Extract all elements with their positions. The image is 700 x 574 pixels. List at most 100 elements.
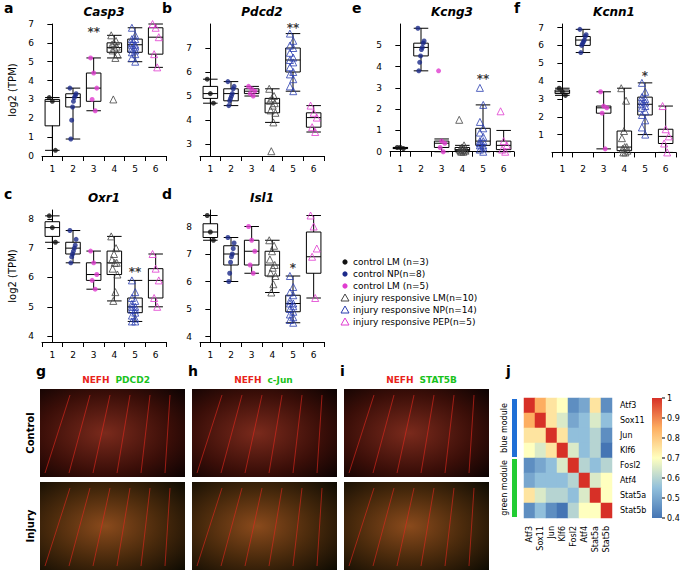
- svg-text:1: 1: [376, 125, 382, 135]
- svg-text:1: 1: [667, 394, 672, 403]
- svg-text:4: 4: [186, 115, 192, 125]
- svg-text:4: 4: [186, 332, 192, 342]
- svg-text:Fosl2: Fosl2: [620, 461, 641, 470]
- svg-text:6: 6: [311, 350, 317, 360]
- svg-text:1: 1: [49, 164, 55, 174]
- svg-text:Stat5b: Stat5b: [620, 506, 646, 515]
- svg-text:control LM (n=5): control LM (n=5): [353, 281, 429, 291]
- svg-text:**: **: [287, 21, 300, 35]
- svg-text:7: 7: [186, 249, 192, 259]
- svg-text:6: 6: [153, 164, 159, 174]
- svg-text:0: 0: [376, 147, 382, 157]
- svg-text:e: e: [352, 0, 362, 16]
- svg-text:7: 7: [186, 43, 192, 53]
- svg-text:2: 2: [538, 112, 544, 122]
- svg-text:6: 6: [186, 67, 192, 77]
- svg-text:g: g: [36, 363, 46, 379]
- svg-text:1: 1: [538, 130, 544, 140]
- svg-text:3: 3: [601, 164, 607, 174]
- svg-text:**: **: [129, 265, 142, 279]
- svg-text:6: 6: [663, 164, 669, 174]
- svg-text:6: 6: [28, 272, 34, 282]
- svg-text:0.4: 0.4: [667, 514, 680, 523]
- svg-text:5: 5: [132, 350, 138, 360]
- svg-text:b: b: [162, 0, 172, 16]
- svg-text:Pdcd2: Pdcd2: [241, 5, 282, 19]
- svg-text:1: 1: [49, 350, 55, 360]
- svg-text:4: 4: [111, 164, 117, 174]
- svg-text:0.9: 0.9: [667, 414, 680, 423]
- svg-text:0.7: 0.7: [667, 454, 680, 463]
- svg-text:Stat5a: Stat5a: [620, 491, 646, 500]
- svg-text:6: 6: [311, 164, 317, 174]
- svg-text:d: d: [162, 186, 172, 202]
- svg-text:6: 6: [153, 350, 159, 360]
- svg-text:NEFH: NEFH: [386, 375, 413, 385]
- svg-text:i: i: [340, 363, 345, 379]
- svg-text:0: 0: [28, 151, 34, 161]
- svg-text:0.5: 0.5: [667, 494, 680, 503]
- svg-text:3: 3: [249, 350, 255, 360]
- svg-text:Oxr1: Oxr1: [88, 191, 120, 205]
- svg-text:5: 5: [642, 164, 648, 174]
- svg-text:2: 2: [228, 350, 234, 360]
- svg-text:Klf6: Klf6: [620, 446, 635, 455]
- svg-text:4: 4: [459, 164, 465, 174]
- svg-text:control LM (n=3): control LM (n=3): [353, 257, 429, 267]
- svg-text:Fosl2: Fosl2: [569, 526, 578, 547]
- svg-text:5: 5: [290, 350, 296, 360]
- svg-text:Jun: Jun: [619, 431, 633, 440]
- svg-text:injury responsive PEP(n=5): injury responsive PEP(n=5): [353, 317, 475, 327]
- svg-text:Stat5a: Stat5a: [591, 526, 600, 552]
- svg-text:4: 4: [269, 350, 275, 360]
- svg-text:f: f: [514, 0, 521, 16]
- svg-text:PDCD2: PDCD2: [116, 375, 150, 385]
- svg-text:5: 5: [376, 40, 382, 50]
- svg-text:Atf4: Atf4: [580, 526, 589, 542]
- svg-text:6: 6: [538, 40, 544, 50]
- svg-text:4: 4: [111, 350, 117, 360]
- svg-text:2: 2: [418, 164, 424, 174]
- svg-text:3: 3: [91, 164, 97, 174]
- svg-text:5: 5: [186, 304, 192, 314]
- svg-text:1: 1: [207, 164, 213, 174]
- svg-text:NEFH: NEFH: [234, 375, 261, 385]
- svg-text:0.8: 0.8: [667, 434, 680, 443]
- svg-text:Atf3: Atf3: [620, 401, 636, 410]
- svg-text:h: h: [188, 363, 198, 379]
- svg-text:*: *: [642, 69, 649, 83]
- svg-text:Atf4: Atf4: [620, 476, 636, 485]
- svg-text:6: 6: [501, 164, 507, 174]
- svg-text:Sox11: Sox11: [620, 416, 645, 425]
- svg-text:green module: green module: [500, 460, 509, 516]
- svg-text:blue module: blue module: [500, 403, 509, 453]
- svg-text:2: 2: [228, 164, 234, 174]
- svg-text:STAT5B: STAT5B: [420, 375, 458, 385]
- svg-text:c: c: [4, 186, 12, 202]
- svg-text:Jun: Jun: [547, 526, 556, 540]
- svg-text:**: **: [87, 25, 100, 39]
- svg-text:4: 4: [538, 76, 544, 86]
- svg-text:6: 6: [186, 277, 192, 287]
- svg-text:8: 8: [28, 214, 34, 224]
- svg-text:3: 3: [91, 350, 97, 360]
- svg-text:2: 2: [70, 350, 76, 360]
- svg-text:3: 3: [376, 83, 382, 93]
- svg-text:5: 5: [28, 57, 34, 67]
- svg-text:5: 5: [480, 164, 486, 174]
- svg-text:Stat5b: Stat5b: [602, 526, 611, 552]
- svg-text:3: 3: [186, 139, 192, 149]
- svg-text:log2 (TPM): log2 (TPM): [7, 249, 18, 302]
- svg-text:4: 4: [28, 331, 34, 341]
- svg-text:5: 5: [186, 91, 192, 101]
- svg-text:8: 8: [186, 222, 192, 232]
- svg-text:5: 5: [290, 164, 296, 174]
- svg-text:Isl1: Isl1: [250, 191, 274, 205]
- svg-text:*: *: [290, 261, 297, 275]
- svg-text:2: 2: [28, 113, 34, 123]
- svg-text:3: 3: [249, 164, 255, 174]
- svg-text:injury responsive NP(n=14): injury responsive NP(n=14): [353, 305, 477, 315]
- svg-text:NEFH: NEFH: [82, 375, 109, 385]
- svg-text:1: 1: [559, 164, 565, 174]
- svg-text:0.6: 0.6: [667, 474, 680, 483]
